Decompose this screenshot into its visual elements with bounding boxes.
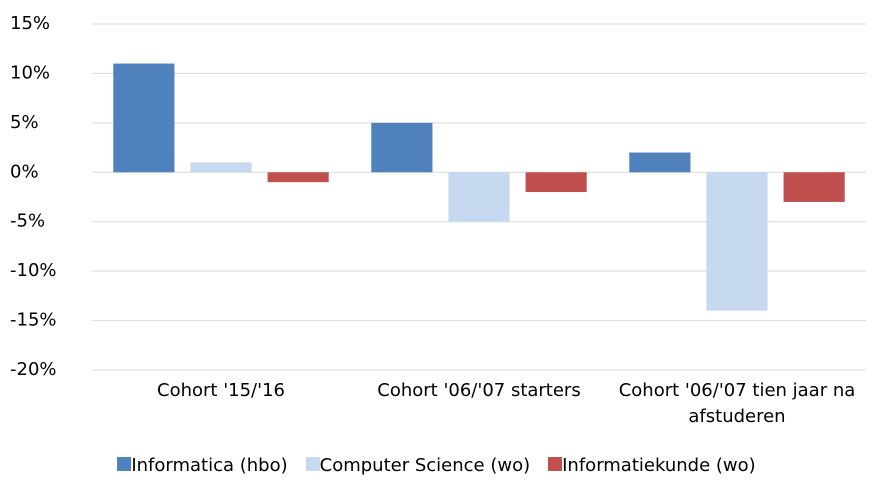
y-tick-label: -15% bbox=[10, 310, 57, 331]
bar bbox=[525, 172, 587, 193]
legend-item: Informatica (hbo) bbox=[117, 455, 288, 476]
legend-label: Informatica (hbo) bbox=[131, 455, 288, 476]
x-tick-label: Cohort '06/'07 tien jaar na afstuderen bbox=[618, 380, 856, 427]
bar bbox=[706, 172, 768, 311]
legend-swatch bbox=[548, 457, 563, 471]
x-tick-label: Cohort '06/'07 starters bbox=[377, 380, 581, 401]
bar bbox=[448, 172, 510, 222]
legend-swatch bbox=[117, 457, 132, 471]
bar bbox=[267, 172, 329, 183]
y-tick-label: 15% bbox=[10, 13, 50, 34]
y-tick-label: 10% bbox=[10, 62, 50, 83]
bar bbox=[783, 172, 845, 202]
legend-item: Computer Science (wo) bbox=[305, 455, 531, 476]
x-tick-label: Cohort '15/'16 bbox=[157, 380, 285, 401]
bar bbox=[629, 152, 691, 173]
y-tick-label: 0% bbox=[10, 161, 39, 182]
legend-label: Informatiekunde (wo) bbox=[562, 455, 756, 476]
legend: Informatica (hbo) Computer Science (wo) In… bbox=[0, 455, 873, 476]
y-tick-label: -10% bbox=[10, 260, 57, 281]
bar bbox=[371, 122, 433, 173]
legend-label: Computer Science (wo) bbox=[319, 455, 531, 476]
bar bbox=[113, 63, 175, 173]
y-tick-label: -20% bbox=[10, 359, 57, 380]
bar bbox=[190, 162, 252, 173]
y-tick-label: 5% bbox=[10, 112, 39, 133]
legend-item: Informatiekunde (wo) bbox=[548, 455, 756, 476]
legend-swatch bbox=[305, 457, 320, 471]
y-tick-label: -5% bbox=[10, 211, 45, 232]
